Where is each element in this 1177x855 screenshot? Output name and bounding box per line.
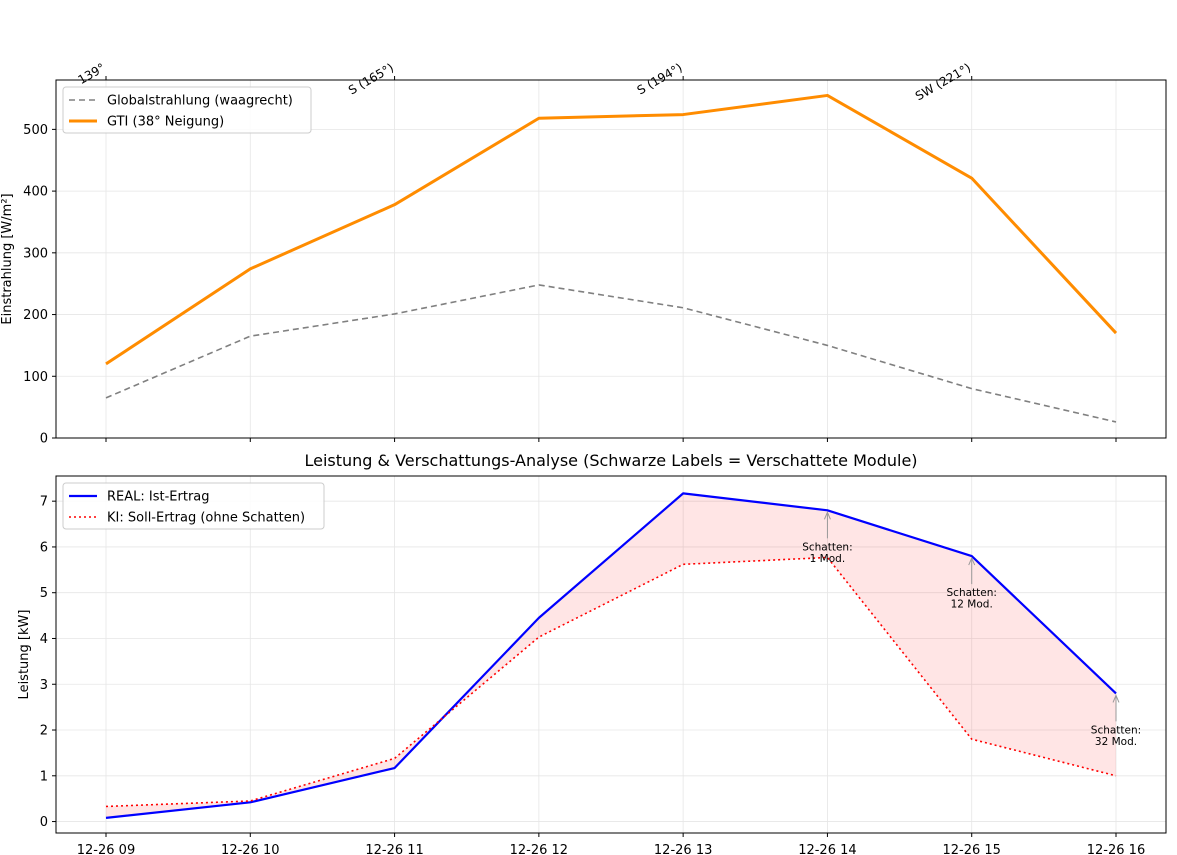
x-tick-label: 12-26 16 — [1087, 843, 1145, 855]
legend-box — [62, 86, 312, 134]
y-tick-label: 500 — [23, 123, 48, 138]
shadow-loss-area — [971, 556, 1116, 776]
annotation-label: Schatten: — [947, 587, 997, 599]
x-tick-label: 12-26 12 — [510, 843, 568, 855]
shadow-loss-area — [827, 510, 972, 740]
annotation-label: 1 Mod. — [810, 553, 846, 565]
y-tick-label: 200 — [23, 308, 48, 323]
x-tick-label: 12-26 13 — [654, 843, 712, 855]
shadow-loss-area — [538, 493, 684, 638]
series-line-0 — [105, 284, 1117, 423]
y-tick-label: 6 — [40, 540, 48, 555]
power-panel: 0 1 2 3 4 5 6 7 12-26 09 12-26 10 12-26 11 12-26 12… — [17, 451, 1167, 855]
x-tick-label: 12-26 11 — [365, 843, 423, 855]
annotation-label: Schatten: — [802, 541, 852, 553]
x-tick-label: 12-26 09 — [77, 843, 135, 855]
y-axis-label: Einstrahlung [W/m²] — [0, 193, 15, 324]
legend-label: KI: Soll-Ertrag (ohne Schatten) — [107, 511, 305, 526]
legend-label: GTI (38° Neigung) — [107, 115, 224, 130]
chart-title: Leistung & Verschattungs-Analyse (Schwar… — [304, 451, 917, 470]
y-tick-label: 2 — [40, 724, 48, 739]
annotation-arrowhead — [1112, 694, 1120, 703]
y-tick-label: 3 — [40, 678, 48, 693]
legend-label: Globalstrahlung (waagrecht) — [107, 94, 293, 109]
annotation-label: 32 Mod. — [1095, 736, 1137, 748]
x-tick-label: 12-26 14 — [798, 843, 856, 855]
x-tick-label: 12-26 15 — [942, 843, 1000, 855]
series-line-1 — [105, 93, 1118, 366]
annotation-arrowhead — [823, 511, 831, 520]
series-line-0 — [105, 492, 1117, 819]
annotation-label: 12 Mod. — [951, 599, 993, 611]
y-tick-label: 400 — [23, 185, 48, 200]
x-tick-label: 12-26 10 — [221, 843, 279, 855]
y-tick-label: 7 — [40, 495, 48, 510]
axes-frame — [55, 79, 1167, 439]
axes-frame — [55, 475, 1167, 834]
y-tick-label: 300 — [23, 246, 48, 261]
y-tick-label: 100 — [23, 370, 48, 385]
legend: Globalstrahlung (waagrecht) GTI (38° Neig… — [62, 86, 312, 134]
legend-box — [62, 482, 325, 530]
y-tick-label: 1 — [40, 769, 48, 784]
annotation-arrowhead — [968, 556, 976, 566]
legend-label: REAL: Ist-Ertrag — [107, 490, 210, 505]
y-tick-label: 0 — [40, 815, 48, 830]
annotation-label: Schatten: — [1091, 724, 1141, 736]
y-axis-label: Leistung [kW] — [17, 610, 32, 700]
y-tick-label: 4 — [40, 632, 48, 647]
legend: REAL: Ist-Ertrag KI: Soll-Ertrag (ohne Sc… — [62, 482, 325, 530]
shadow-loss-area — [250, 758, 395, 803]
y-tick-label: 0 — [40, 432, 48, 447]
shadow-loss-area — [683, 493, 828, 565]
y-tick-label: 5 — [40, 586, 48, 601]
